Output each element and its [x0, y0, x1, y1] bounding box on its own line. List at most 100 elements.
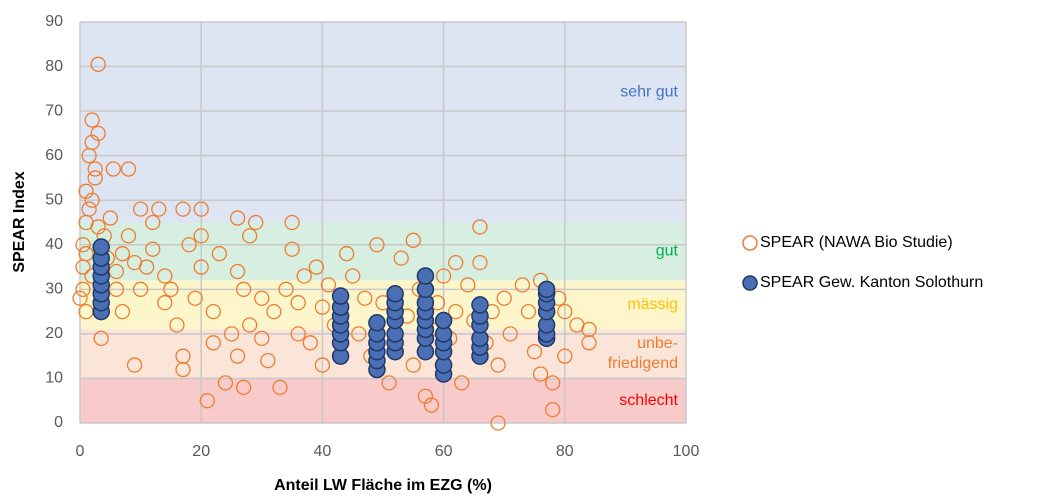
data-point	[235, 379, 252, 396]
data-point	[557, 303, 573, 320]
data-point	[423, 397, 440, 413]
y-tick-label: 20	[45, 325, 63, 342]
data-point	[254, 290, 270, 306]
data-point	[114, 246, 131, 262]
data-point	[296, 268, 312, 284]
data-point	[84, 192, 100, 208]
data-point	[357, 290, 373, 306]
x-tick-label: 100	[673, 443, 700, 460]
data-point	[229, 348, 246, 364]
data-point	[545, 375, 561, 391]
data-point	[284, 241, 300, 257]
data-point	[187, 290, 203, 306]
data-point	[193, 228, 209, 244]
data-point	[386, 285, 404, 303]
data-point	[157, 295, 173, 311]
data-point	[169, 317, 185, 333]
band-label: gut	[656, 243, 679, 260]
data-point	[260, 352, 276, 369]
data-point	[132, 201, 149, 217]
data-point	[175, 361, 191, 378]
band	[80, 22, 686, 223]
data-point	[496, 290, 512, 306]
data-point	[81, 201, 97, 217]
data-point	[472, 254, 488, 271]
data-point	[520, 303, 537, 320]
band-label: schlecht	[619, 392, 678, 409]
x-axis-label: Anteil LW Fläche im EZG (%)	[274, 477, 492, 494]
data-point	[102, 210, 118, 226]
data-point	[537, 280, 556, 299]
y-tick-label: 10	[45, 370, 63, 387]
data-point	[434, 311, 453, 330]
data-point	[368, 314, 386, 332]
data-point	[108, 263, 125, 280]
data-point	[229, 263, 246, 280]
data-point	[72, 290, 88, 306]
data-point	[75, 237, 91, 253]
band-label: friedigend	[608, 355, 678, 372]
data-point	[308, 259, 324, 275]
data-point	[338, 246, 355, 262]
data-point	[199, 393, 215, 409]
legend-label: SPEAR Gew. Kanton Solothurn	[760, 274, 983, 291]
data-point	[331, 287, 350, 305]
y-tick-label: 0	[54, 414, 63, 431]
data-point	[302, 335, 318, 351]
data-point	[193, 201, 209, 217]
data-point	[120, 161, 137, 177]
data-point	[490, 415, 506, 431]
data-point	[87, 170, 103, 186]
x-tick-label: 80	[556, 443, 574, 460]
data-point	[369, 237, 385, 253]
data-point	[75, 281, 91, 297]
x-tick-label: 60	[435, 443, 453, 460]
data-point	[139, 259, 155, 275]
data-point	[581, 321, 597, 338]
data-point	[278, 281, 294, 297]
y-tick-label: 80	[45, 58, 63, 75]
data-point	[435, 268, 452, 284]
data-point	[314, 299, 331, 315]
data-point	[471, 296, 489, 314]
data-point	[193, 259, 209, 275]
legend-marker	[742, 235, 758, 251]
data-point	[87, 161, 103, 177]
y-tick-label: 50	[45, 191, 63, 208]
data-point	[405, 357, 421, 373]
data-point	[320, 277, 337, 293]
data-point	[502, 326, 518, 342]
data-point	[108, 281, 125, 297]
data-point	[314, 357, 331, 373]
data-point	[78, 246, 94, 262]
legend-label: SPEAR (NAWA Bio Studie)	[760, 234, 953, 251]
data-point	[84, 112, 100, 128]
data-point	[490, 357, 506, 373]
data-point	[90, 56, 106, 72]
data-point	[266, 303, 282, 320]
band-label: mässig	[627, 296, 678, 313]
data-point	[448, 254, 464, 271]
data-point	[90, 219, 106, 235]
data-point	[229, 210, 246, 226]
data-point	[84, 134, 100, 150]
data-point	[92, 238, 110, 256]
band-label: unbe-	[637, 335, 678, 352]
data-point	[223, 326, 240, 342]
y-tick-label: 30	[45, 281, 63, 298]
data-point	[526, 344, 543, 360]
data-point	[514, 277, 531, 293]
data-point	[78, 183, 94, 199]
data-point	[235, 281, 252, 297]
data-point	[460, 277, 476, 293]
data-point	[545, 401, 561, 418]
data-point	[557, 348, 573, 364]
data-point	[205, 303, 221, 320]
data-point	[417, 388, 434, 404]
data-point	[532, 366, 549, 382]
data-point	[448, 303, 464, 320]
data-point	[145, 241, 161, 257]
data-point	[405, 232, 421, 248]
y-tick-label: 40	[45, 236, 63, 253]
